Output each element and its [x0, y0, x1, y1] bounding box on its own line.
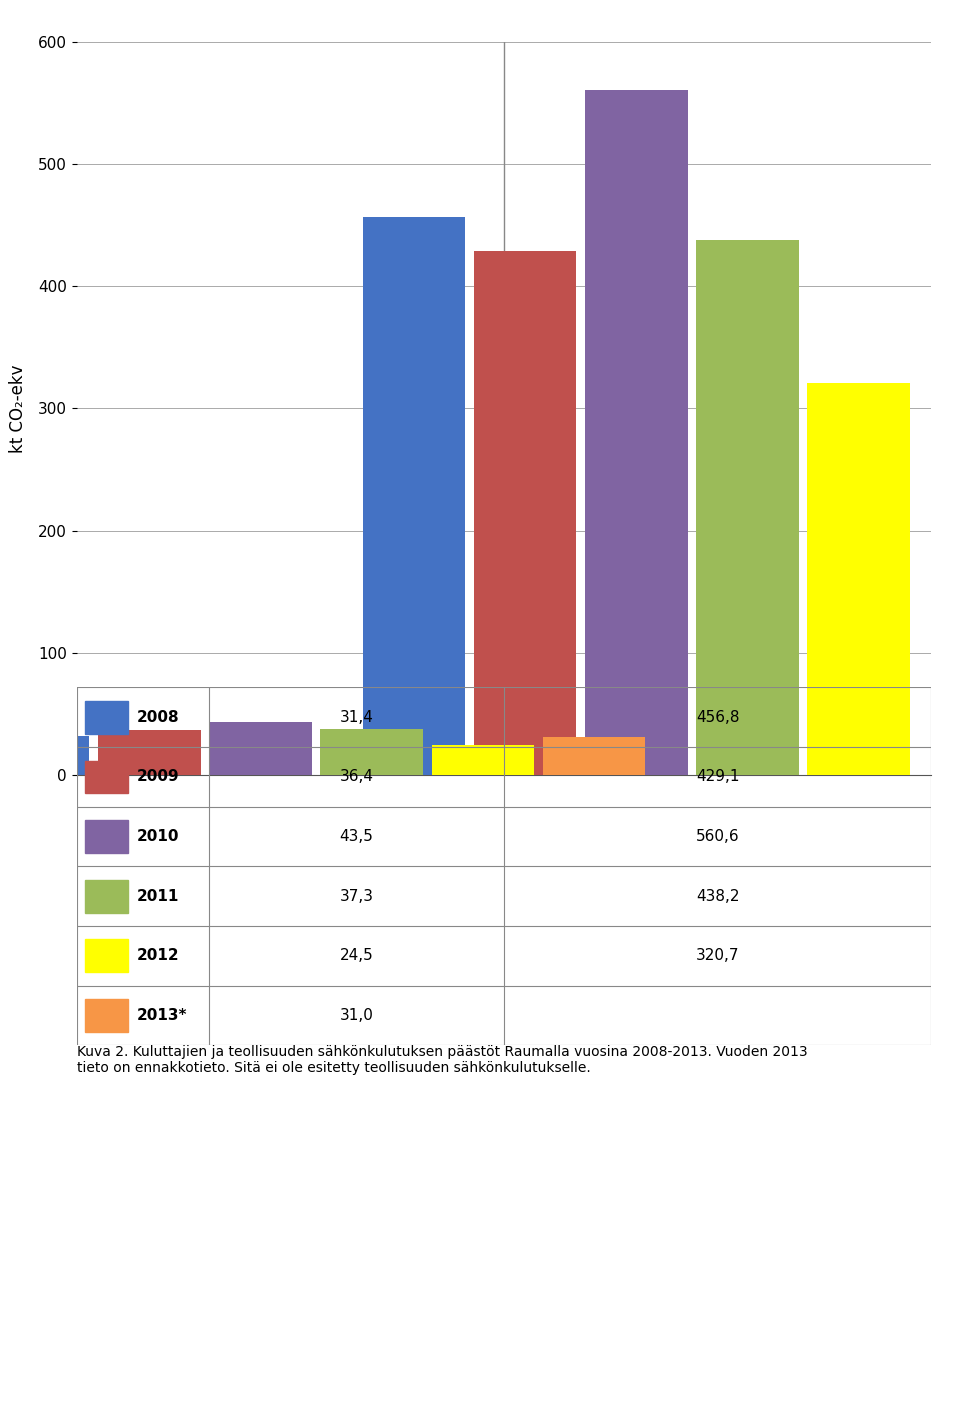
Bar: [321, 730, 422, 774]
Bar: [696, 240, 799, 774]
Bar: [363, 217, 466, 774]
Text: 2010: 2010: [136, 829, 180, 845]
Text: 36,4: 36,4: [340, 769, 373, 784]
Bar: [85, 760, 129, 793]
Text: 24,5: 24,5: [340, 948, 373, 964]
Text: 2009: 2009: [136, 769, 180, 784]
Bar: [85, 880, 129, 912]
Text: 43,5: 43,5: [340, 829, 373, 845]
Text: 2013*: 2013*: [136, 1007, 187, 1023]
Bar: [85, 702, 129, 734]
Bar: [542, 737, 645, 774]
Bar: [98, 731, 201, 774]
Bar: [807, 383, 910, 774]
Text: 37,3: 37,3: [340, 888, 373, 904]
Text: 31,4: 31,4: [340, 710, 373, 725]
Bar: [85, 821, 129, 853]
Text: 438,2: 438,2: [696, 888, 739, 904]
Bar: [209, 721, 312, 774]
Text: 2012: 2012: [136, 948, 180, 964]
Bar: [474, 251, 576, 774]
Bar: [85, 940, 129, 972]
Bar: [0, 737, 89, 774]
Bar: [586, 90, 687, 774]
Bar: [432, 745, 534, 774]
Text: 560,6: 560,6: [696, 829, 739, 845]
Text: 429,1: 429,1: [696, 769, 739, 784]
Text: 2008: 2008: [136, 710, 180, 725]
Text: 456,8: 456,8: [696, 710, 739, 725]
Text: Kuva 2. Kuluttajien ja teollisuuden sähkönkulutuksen päästöt Raumalla vuosina 20: Kuva 2. Kuluttajien ja teollisuuden sähk…: [77, 1045, 807, 1076]
Bar: [85, 999, 129, 1031]
Text: 320,7: 320,7: [696, 948, 739, 964]
Text: 31,0: 31,0: [340, 1007, 373, 1023]
Y-axis label: kt CO₂-ekv: kt CO₂-ekv: [9, 365, 27, 453]
Text: 2011: 2011: [136, 888, 179, 904]
